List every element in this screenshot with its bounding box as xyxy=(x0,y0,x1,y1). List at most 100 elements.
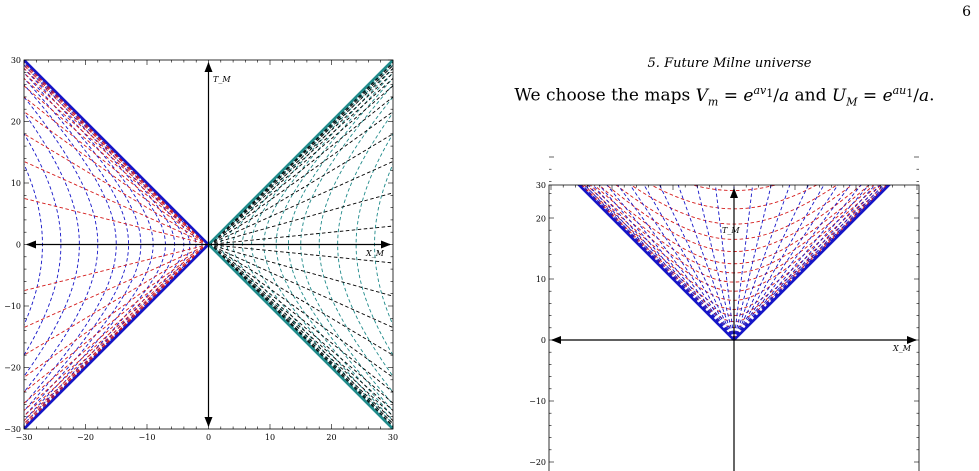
left-wedge-red-ray xyxy=(24,197,209,245)
left-ticks xyxy=(23,59,394,430)
milne-blue-ray xyxy=(733,185,870,341)
figure-left-plot: T_M X_M 30 20 10 0 −10 −20 −30 −30 −20 −… xyxy=(4,56,399,442)
right-t-axis-label: T_M xyxy=(722,226,740,235)
right-y-tick-label: 0 xyxy=(541,336,546,345)
left-wedge-red-ray xyxy=(24,244,209,417)
left-x-tick-label: 10 xyxy=(265,433,275,442)
left-wedge-blue-hyperbola xyxy=(24,111,80,378)
milne-red-hyperbola xyxy=(647,151,822,172)
left-x-tick-label: 0 xyxy=(206,433,211,442)
paragraph-tail: . xyxy=(929,85,935,106)
right-wedge-black-ray xyxy=(208,160,393,245)
milne-blue-ray xyxy=(733,185,862,341)
light-cone-line xyxy=(207,60,393,246)
right-wedge-black-ray xyxy=(208,111,393,245)
left-t-axis-label: T_M xyxy=(213,75,231,84)
milne-blue-ray xyxy=(733,185,754,341)
right-wedge-black-ray xyxy=(208,192,393,245)
milne-blue-ray xyxy=(592,185,735,341)
right-wedge-black-ray xyxy=(208,244,393,297)
right-y-tick-label: 10 xyxy=(536,275,546,284)
left-y-tick-labels: 30 20 10 0 −10 −20 −30 xyxy=(4,56,21,434)
milne-blue-ray xyxy=(659,185,735,341)
milne-blue-ray xyxy=(733,185,825,341)
milne-blue-ray xyxy=(606,185,735,341)
equation-v: Vm = eav1/a xyxy=(695,84,790,109)
right-wedge-black-ray xyxy=(208,244,393,329)
left-wedge-blue-hyperbola xyxy=(24,84,117,405)
milne-blue-ray xyxy=(696,185,735,341)
left-y-tick-label: 30 xyxy=(11,56,21,65)
right-y-tick-label: 30 xyxy=(536,181,546,190)
right-wedge-black-ray xyxy=(208,244,393,264)
right-wedge-black-ray xyxy=(208,133,393,245)
milne-blue-ray xyxy=(733,185,839,341)
right-ticks xyxy=(549,156,919,463)
right-wedge-black-ray xyxy=(208,244,393,417)
left-x-tick-label: −20 xyxy=(77,433,94,442)
right-y-tick-label: 20 xyxy=(536,215,546,224)
left-y-tick-label: 0 xyxy=(16,241,21,250)
right-wedge-black-ray xyxy=(208,244,393,393)
left-wedge-blue-hyperbola xyxy=(24,72,142,417)
milne-blue-ray xyxy=(733,185,851,341)
right-wedge-black-ray xyxy=(208,244,393,356)
right-y-tick-label: −20 xyxy=(529,458,546,467)
left-wedge-red-ray xyxy=(24,77,209,245)
milne-blue-ray xyxy=(677,185,735,341)
left-y-tick-label: −10 xyxy=(4,302,21,311)
milne-blue-ray xyxy=(714,185,735,341)
section-heading: 5. Future Milne universe xyxy=(647,56,812,71)
left-x-tick-label: −10 xyxy=(139,433,156,442)
left-wedge-red-ray xyxy=(24,244,209,393)
left-wedge-red-ray xyxy=(24,160,209,245)
milne-red-hyperbola xyxy=(586,185,882,292)
left-wedge-red-ray xyxy=(24,244,209,329)
right-wedge-black-ray xyxy=(208,244,393,412)
left-x-tick-label: −30 xyxy=(16,433,33,442)
right-wedge-black-ray xyxy=(208,244,393,378)
left-wedge-red-ray xyxy=(24,96,209,245)
left-wedge-red-ray xyxy=(24,133,209,245)
right-wedge-black-ray xyxy=(208,77,393,245)
milne-blue-ray xyxy=(733,185,772,341)
right-wedge-teal-hyperbola xyxy=(275,72,393,417)
paragraph-lead: We choose the maps xyxy=(514,85,696,106)
paragraph-text: We choose the maps Vm = eav1/a and UM = … xyxy=(470,84,979,108)
milne-blue-ray xyxy=(733,185,809,341)
milne-blue-ray xyxy=(733,185,881,341)
left-y-tick-label: 10 xyxy=(11,179,21,188)
milne-blue-ray xyxy=(733,185,876,341)
milne-blue-ray xyxy=(587,185,735,341)
left-x-axis-label: X_M xyxy=(365,249,385,258)
left-wedge-red-ray xyxy=(24,244,209,378)
left-wedge-red-ray xyxy=(24,72,209,245)
right-y-tick-label: −10 xyxy=(529,397,546,406)
milne-blue-ray xyxy=(733,185,791,341)
milne-blue-ray xyxy=(598,185,735,341)
right-wedge-black-ray xyxy=(208,72,393,245)
right-wedge-teal-hyperbola xyxy=(337,111,393,378)
left-y-tick-label: 20 xyxy=(11,118,21,127)
left-x-tick-labels: −30 −20 −10 0 10 20 30 xyxy=(16,433,399,442)
light-cone-line xyxy=(733,185,891,341)
equation-u: UM = eau1/a xyxy=(831,84,930,109)
page-number: 6 xyxy=(962,4,971,20)
light-cone-line xyxy=(207,243,393,429)
left-wedge-red-ray xyxy=(24,111,209,245)
right-wedge-teal-hyperbola xyxy=(318,96,393,393)
right-wedge-black-ray xyxy=(208,96,393,245)
left-wedge-red-ray xyxy=(24,244,209,412)
left-y-tick-label: −20 xyxy=(4,364,21,373)
left-x-tick-label: 20 xyxy=(326,433,336,442)
right-x-axis-label: X_M xyxy=(892,344,912,353)
light-cone-line xyxy=(24,243,210,429)
left-y-tick-label: −30 xyxy=(4,425,21,434)
light-cone-line xyxy=(24,60,210,246)
light-cone-line xyxy=(577,185,735,341)
left-wedge-red-ray xyxy=(24,244,209,356)
left-wedge-red-ray xyxy=(24,244,209,292)
milne-blue-ray xyxy=(617,185,735,341)
left-wedge-blue-hyperbola xyxy=(24,96,99,393)
